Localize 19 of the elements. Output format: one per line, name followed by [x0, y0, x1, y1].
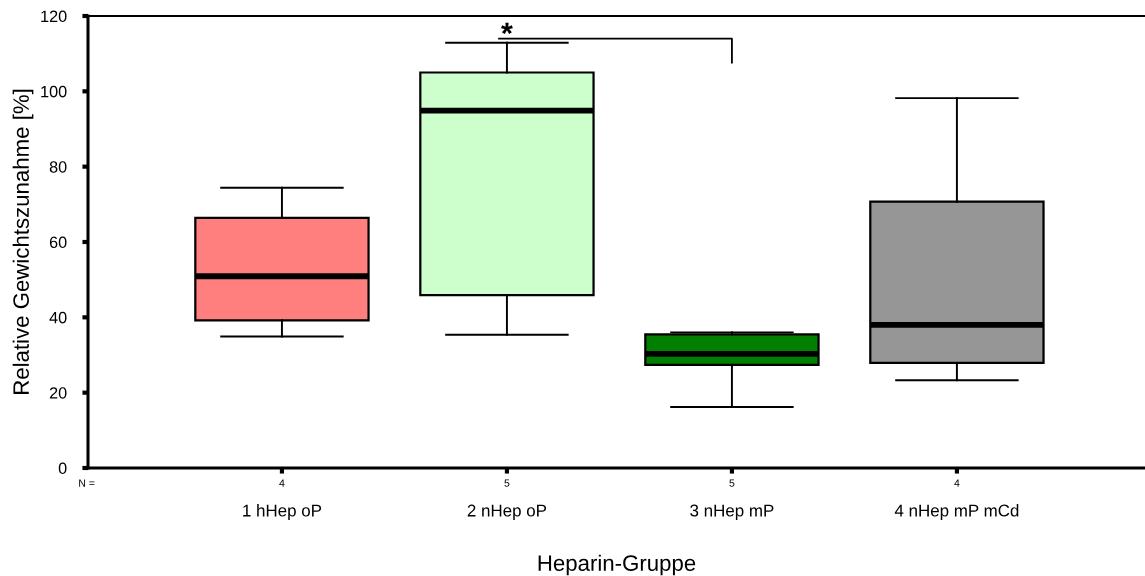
text: N =: [79, 479, 95, 487]
x-tick-label: 2 nHep oP: [467, 504, 547, 520]
text: 5: [729, 479, 735, 487]
y-tick-label: 20: [49, 387, 67, 399]
text: 5: [504, 479, 510, 487]
y-tick-label: 40: [49, 311, 67, 324]
y-tick-label: 120: [41, 10, 67, 23]
y-tick-label: 0: [58, 462, 67, 475]
text: 4: [954, 479, 960, 487]
y-tick-label: 80: [49, 161, 67, 173]
y-tick-label: 100: [41, 85, 67, 98]
x-axis-title: Heparin-Gruppe: [538, 554, 696, 576]
y-tick-label: 60: [49, 236, 67, 249]
annotation: *: [501, 22, 513, 35]
y-axis-title: Relative Gewichtszunahme [%]: [12, 89, 34, 394]
text: 4: [279, 479, 285, 487]
x-tick-label: 1 hHep oP: [243, 504, 322, 520]
x-tick-label: 4 nHep mP mCd: [894, 504, 1019, 520]
x-tick-label: 3 nHep mP: [690, 504, 774, 520]
